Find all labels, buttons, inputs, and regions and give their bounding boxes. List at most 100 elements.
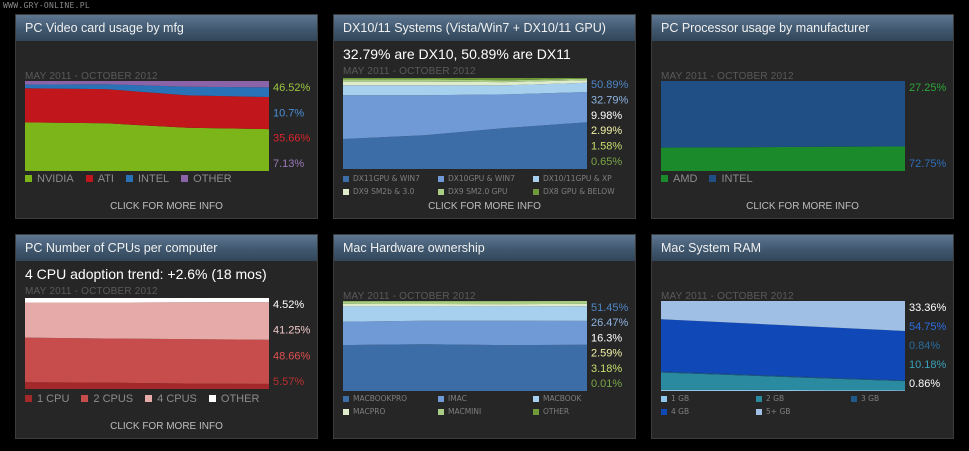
legend-swatch (25, 175, 32, 182)
legend-item-imac[interactable]: IMAC (438, 394, 533, 403)
period-label: MAY 2011 - OCTOBER 2012 (661, 71, 794, 82)
panel-headline: 32.79% are DX10, 50.89% are DX11 (343, 46, 571, 62)
data-label: 0.01% (591, 378, 622, 390)
legend-item-3-gb[interactable]: 3 GB (851, 394, 946, 403)
panel-mac-hardware[interactable]: Mac Hardware ownership MAY 2011 - OCTOBE… (333, 234, 636, 439)
click-for-more-info-link[interactable]: CLICK FOR MORE INFO (746, 201, 859, 212)
panel-title[interactable]: PC Video card usage by mfg (16, 15, 317, 41)
data-label: 1.58% (591, 141, 622, 153)
data-label: 4.52% (273, 299, 304, 311)
legend-swatch (756, 396, 762, 402)
panel-video-card-usage[interactable]: PC Video card usage by mfg MAY 2011 - OC… (15, 14, 318, 219)
legend-label: MACPRO (353, 407, 386, 416)
data-label: 46.52% (273, 82, 311, 94)
data-label: 0.65% (591, 156, 622, 168)
data-label: 5.57% (273, 376, 304, 388)
legend-swatch (343, 176, 349, 182)
legend-item-dx10gpu-win7[interactable]: DX10GPU & WIN7 (438, 174, 533, 183)
panel-title[interactable]: DX10/11 Systems (Vista/Win7 + DX10/11 GP… (334, 15, 635, 41)
period-label: MAY 2011 - OCTOBER 2012 (661, 291, 794, 302)
legend-label: 3 GB (861, 394, 880, 403)
legend-item-5-gb[interactable]: 5+ GB (756, 407, 851, 416)
data-label: 32.79% (591, 94, 629, 106)
panel-mac-system-ram[interactable]: Mac System RAM MAY 2011 - OCTOBER 2012 3… (651, 234, 954, 439)
legend-item-dx9-sm2b-3-0[interactable]: DX9 SM2b & 3.0 (343, 187, 438, 196)
legend-label: DX10GPU & WIN7 (448, 174, 515, 183)
legend-swatch (81, 395, 89, 402)
legend-label: NVIDIA (37, 173, 74, 185)
legend-swatch (343, 189, 349, 195)
legend-swatch (145, 395, 153, 402)
series-area-nvidia (25, 122, 269, 171)
click-for-more-info-link[interactable]: CLICK FOR MORE INFO (110, 421, 223, 432)
panel-title[interactable]: Mac System RAM (652, 235, 953, 261)
legend-label: MACMINI (448, 407, 482, 416)
series-area-other (25, 81, 269, 88)
data-label: 2.59% (591, 348, 622, 360)
series-area-dx8-gpu-below (343, 78, 587, 81)
legend-item-other[interactable]: OTHER (208, 393, 260, 405)
data-label: 9.98% (591, 110, 622, 122)
data-label: 7.13% (273, 158, 304, 170)
data-label: 48.66% (273, 350, 311, 362)
series-area-dx9-sm2-0-gpu (343, 78, 587, 83)
legend-swatch (661, 396, 667, 402)
legend-swatch (533, 409, 539, 415)
series-area-macpro (343, 303, 587, 307)
legend-swatch (438, 396, 444, 402)
click-for-more-info-link[interactable]: CLICK FOR MORE INFO (110, 201, 223, 212)
legend-item-other[interactable]: OTHER (533, 407, 628, 416)
legend-swatch (85, 175, 93, 182)
legend-item-2-gb[interactable]: 2 GB (756, 394, 851, 403)
legend-swatch (438, 189, 444, 195)
legend-item-1-gb[interactable]: 1 GB (661, 394, 756, 403)
legend-item-intel[interactable]: INTEL (125, 173, 169, 185)
legend-item-other[interactable]: OTHER (181, 173, 232, 185)
legend-item-1-cpu[interactable]: 1 CPU (25, 393, 69, 405)
series-area-other (25, 298, 269, 303)
legend-item-dx8-gpu-below[interactable]: DX8 GPU & BELOW (533, 187, 628, 196)
legend-item-ati[interactable]: ATI (85, 173, 114, 185)
legend-item-4-cpus[interactable]: 4 CPUS (145, 393, 197, 405)
legend-item-amd[interactable]: AMD (661, 173, 697, 185)
data-label: 51.45% (591, 302, 629, 314)
legend: AMD INTEL (661, 173, 765, 185)
click-for-more-info-link[interactable]: CLICK FOR MORE INFO (428, 201, 541, 212)
period-label: MAY 2011 - OCTOBER 2012 (25, 71, 158, 82)
data-label: 10.7% (273, 107, 304, 119)
series-area-4-gb (661, 319, 905, 381)
legend: 1 CPU 2 CPUS 4 CPUS OTHER (25, 393, 271, 405)
legend-item-intel[interactable]: INTEL (709, 173, 753, 185)
legend-item-nvidia[interactable]: NVIDIA (25, 173, 74, 185)
legend: 1 GB 2 GB 3 GB 4 GB 5+ GB (661, 394, 946, 416)
data-label: 10.18% (909, 359, 947, 371)
series-area-3-gb (661, 371, 905, 382)
panel-title[interactable]: PC Number of CPUs per computer (16, 235, 317, 261)
panel-title[interactable]: Mac Hardware ownership (334, 235, 635, 261)
legend-item-macbookpro[interactable]: MACBOOKPRO (343, 394, 438, 403)
panel-processor-usage[interactable]: PC Processor usage by manufacturer MAY 2… (651, 14, 954, 219)
legend-label: 1 GB (671, 394, 690, 403)
legend-swatch (438, 409, 444, 415)
legend-label: 1 CPU (37, 393, 70, 405)
legend-item-macbook[interactable]: MACBOOK (533, 394, 628, 403)
legend-label: DX11GPU & WIN7 (353, 174, 420, 183)
legend: MACBOOKPRO IMAC MACBOOK MACPRO MACMINI OTHER (343, 394, 628, 416)
panel-cpus-per-computer[interactable]: PC Number of CPUs per computer 4 CPU ado… (15, 234, 318, 439)
legend: NVIDIA ATI INTEL OTHER (25, 173, 244, 185)
legend-label: MACBOOKPRO (353, 394, 408, 403)
legend: DX11GPU & WIN7 DX10GPU & WIN7 DX10/11GPU &… (343, 174, 628, 196)
legend-label: OTHER (220, 393, 260, 405)
legend-item-4-gb[interactable]: 4 GB (661, 407, 756, 416)
legend-item-dx10-11gpu-xp[interactable]: DX10/11GPU & XP (533, 174, 628, 183)
legend-item-macpro[interactable]: MACPRO (343, 407, 438, 416)
legend-item-dx9-sm2-0-gpu[interactable]: DX9 SM2.0 GPU (438, 187, 533, 196)
panel-title[interactable]: PC Processor usage by manufacturer (652, 15, 953, 41)
legend-item-macmini[interactable]: MACMINI (438, 407, 533, 416)
legend-item-dx11gpu-win7[interactable]: DX11GPU & WIN7 (343, 174, 438, 183)
legend-label: 2 GB (766, 394, 785, 403)
panel-dx-systems[interactable]: DX10/11 Systems (Vista/Win7 + DX10/11 GP… (333, 14, 636, 219)
series-area-2-gb (661, 372, 905, 391)
area-chart: 27.25% 72.75% (661, 81, 947, 171)
legend-item-2-cpus[interactable]: 2 CPUS (81, 393, 133, 405)
